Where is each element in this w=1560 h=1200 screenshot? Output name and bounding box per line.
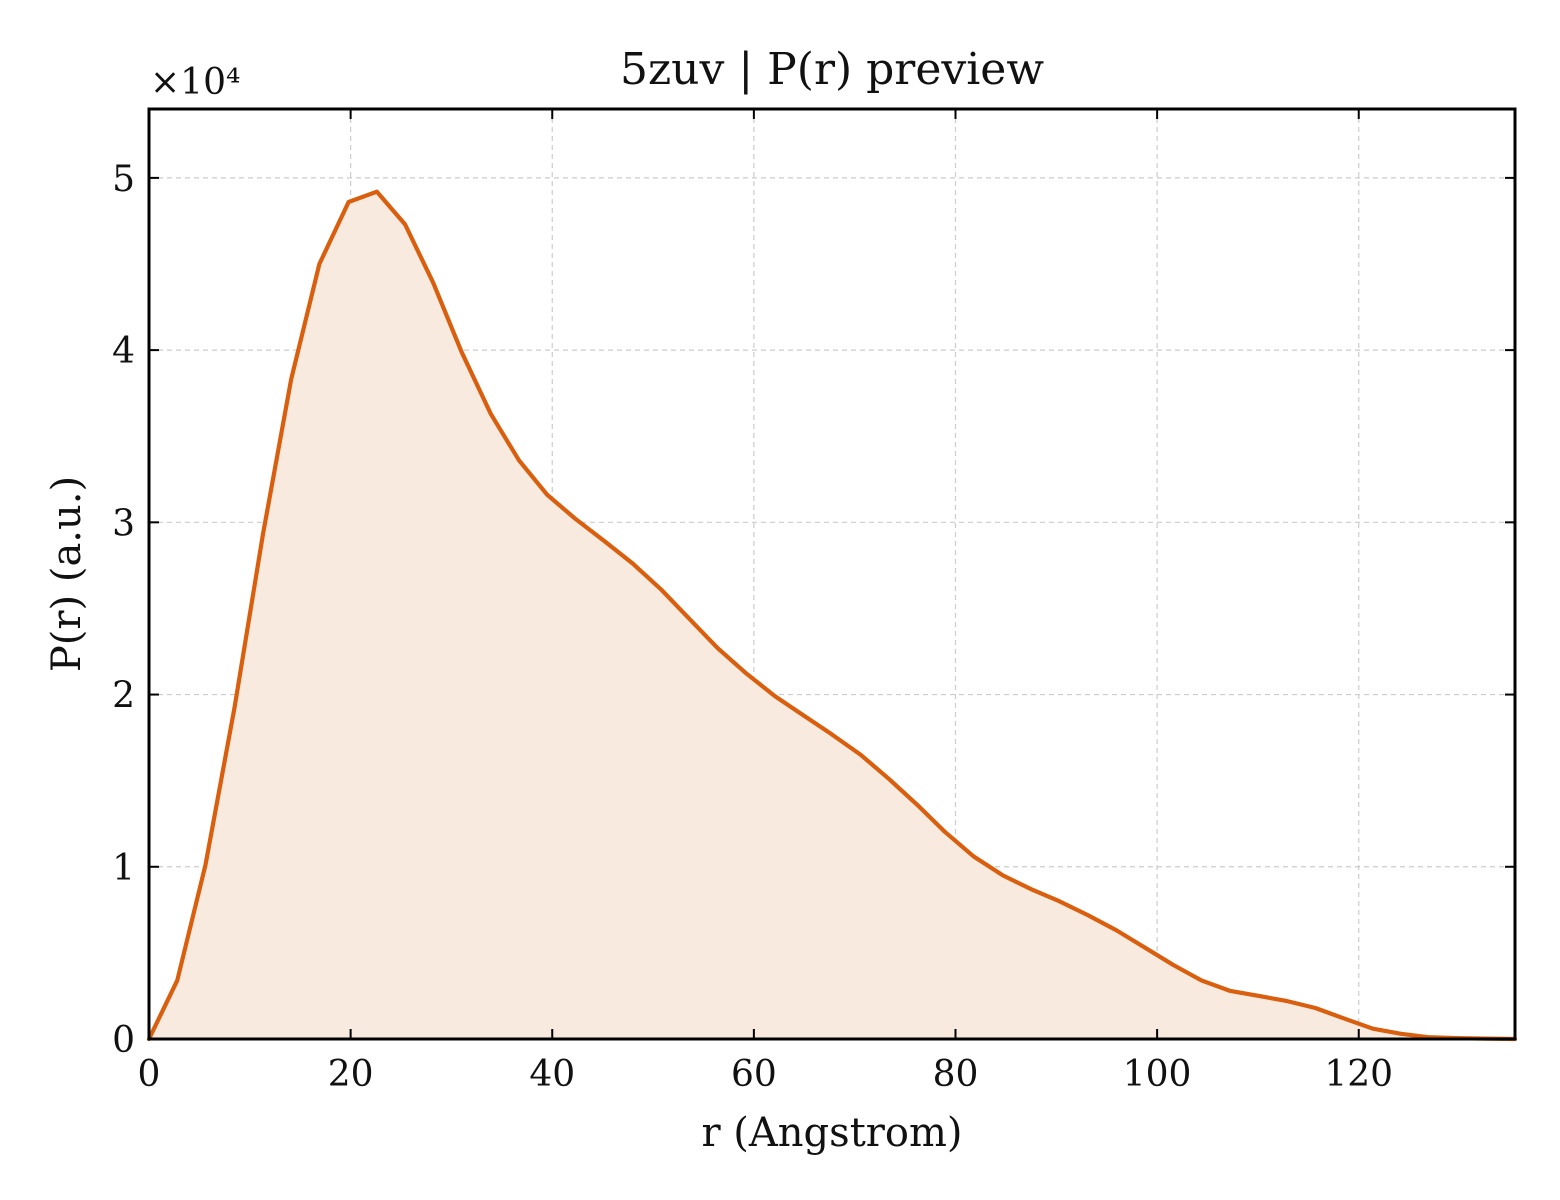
x-tick-label: 120 <box>1324 1054 1393 1095</box>
tick-labels: 0 20 40 60 80 100 120 0 1 2 3 4 5 <box>112 159 1393 1095</box>
y-tick-label: 4 <box>112 331 135 372</box>
x-tick-label: 60 <box>731 1054 777 1095</box>
y-tick-label: 5 <box>112 159 135 200</box>
x-axis-label: r (Angstrom) <box>701 1110 962 1156</box>
y-tick-label: 1 <box>112 848 135 889</box>
x-tick-label: 100 <box>1123 1054 1192 1095</box>
y-tick-label: 2 <box>112 676 135 717</box>
y-axis-offset-label: ×10⁴ <box>150 62 240 103</box>
y-tick-label: 0 <box>112 1020 135 1061</box>
x-tick-label: 0 <box>138 1054 161 1095</box>
axis-ticks <box>148 109 1515 1040</box>
series-line <box>146 189 1518 1042</box>
x-tick-label: 20 <box>328 1054 374 1095</box>
x-tick-label: 80 <box>933 1054 979 1095</box>
y-tick-label: 3 <box>112 503 135 544</box>
chart-title: 5zuv | P(r) preview <box>620 44 1044 95</box>
area-fill <box>149 191 1515 1040</box>
x-tick-label: 40 <box>529 1054 575 1095</box>
y-axis-label: P(r) (a.u.) <box>44 476 90 672</box>
plot-frame <box>147 107 1517 1041</box>
